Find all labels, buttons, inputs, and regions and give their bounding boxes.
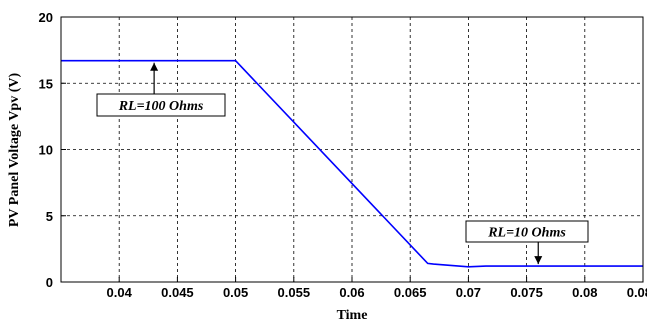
- x-axis-label: Time: [337, 308, 368, 323]
- annotation-arrow-head: [150, 62, 159, 71]
- x-tick-label: 0.085: [627, 285, 647, 300]
- y-axis-label: PV Panel Voltage Vpv (V): [7, 73, 22, 228]
- x-tick-label: 0.045: [161, 285, 194, 300]
- x-tick-label: 0.08: [572, 285, 597, 300]
- annotations: RL=100 Ohms RL=10 Ohms: [96, 62, 589, 265]
- annotation: RL=100 Ohms: [96, 62, 226, 117]
- x-tick-label: 0.055: [278, 285, 311, 300]
- x-tick-label: 0.04: [107, 285, 133, 300]
- x-tick-label: 0.065: [394, 285, 427, 300]
- annotation-text: RL=100 Ohms: [118, 99, 204, 114]
- y-tick-label: 5: [46, 209, 53, 224]
- annotation: RL=10 Ohms: [465, 220, 589, 265]
- series-group: [61, 59, 643, 268]
- annotation-box: [465, 220, 589, 243]
- x-tick-label: 0.075: [510, 285, 543, 300]
- annotation-arrow-head: [534, 256, 543, 265]
- x-tick-label: 0.07: [456, 285, 481, 300]
- y-tick-label: 10: [39, 143, 53, 158]
- series-line: [61, 59, 643, 268]
- y-tick-label: 15: [39, 76, 53, 91]
- x-tick-label: 0.06: [339, 285, 364, 300]
- annotation-text: RL=10 Ohms: [487, 226, 566, 241]
- y-tick-label: 20: [39, 10, 53, 25]
- axis-ticks: 0.04 0.045 0.05 0.055 0.06 0.065 0.07 0.075 0.08…: [39, 10, 647, 300]
- annotation-box: [96, 93, 226, 117]
- y-tick-label: 0: [46, 275, 53, 290]
- x-tick-label: 0.05: [223, 285, 248, 300]
